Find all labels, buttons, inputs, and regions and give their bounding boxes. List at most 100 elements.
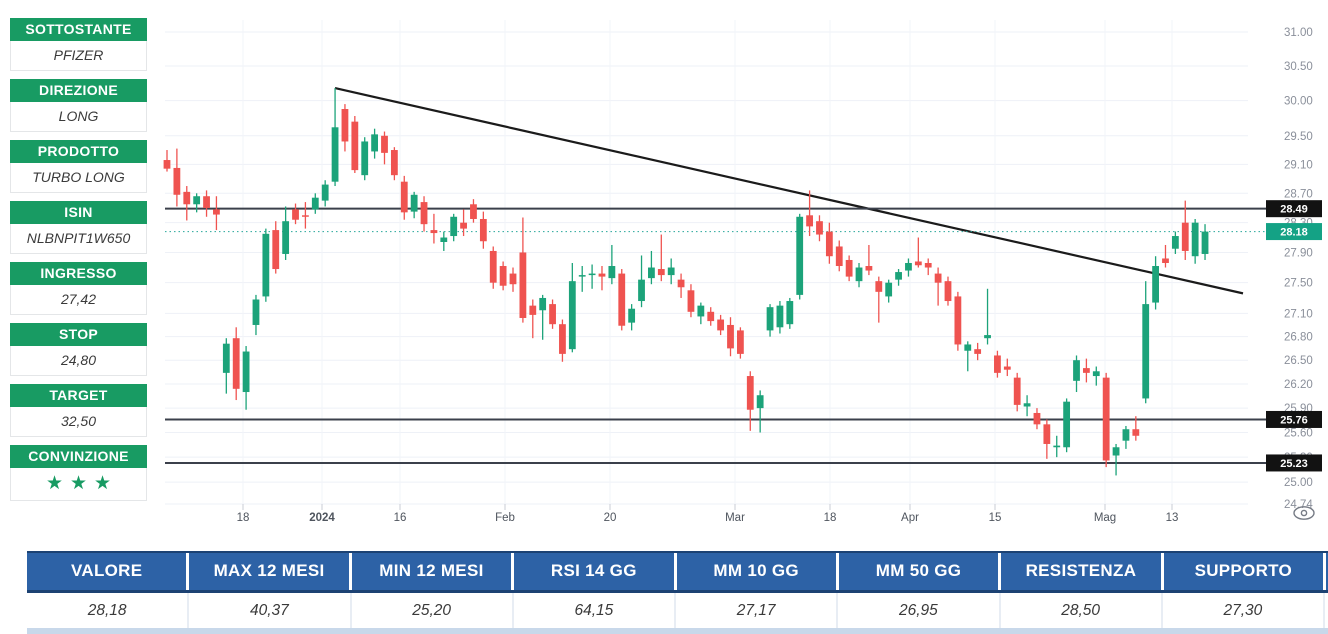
price-badge-label: 25.76 — [1280, 414, 1308, 426]
candle-body — [311, 197, 319, 210]
candle-body — [361, 141, 369, 176]
candle-body — [193, 196, 201, 205]
candle-body — [1152, 266, 1159, 303]
candle-body — [786, 301, 794, 325]
candle-body — [657, 269, 665, 276]
price-chart[interactable]: 31.0030.5030.0029.5029.1028.7028.3027.90… — [0, 0, 1328, 546]
price-badge-label: 28.49 — [1280, 204, 1308, 216]
info-value: NLBNPIT1W650 — [10, 224, 147, 254]
candle-body — [470, 204, 477, 219]
x-axis-label: 13 — [1166, 512, 1179, 524]
table-value-mm-50-gg: 26,95 — [836, 593, 999, 628]
candle-body — [321, 184, 329, 201]
candle-body — [1033, 412, 1041, 425]
candle-body — [845, 259, 853, 277]
candle-body — [806, 215, 813, 227]
x-axis-label: Mag — [1094, 512, 1116, 524]
candle-body — [1171, 236, 1179, 249]
candle-body — [885, 282, 893, 297]
candle-body — [697, 305, 705, 317]
candle-body — [479, 218, 487, 242]
eye-icon[interactable] — [1293, 506, 1315, 520]
candle-body — [934, 273, 942, 283]
candle-body — [588, 273, 596, 276]
candle-body — [499, 266, 507, 286]
y-axis-label: 28.70 — [1284, 188, 1313, 200]
table-header-max-12-mesi: MAX 12 MESI — [186, 553, 349, 590]
table-header-stub — [1323, 553, 1328, 590]
candle-body — [1122, 429, 1130, 441]
candle-body — [717, 319, 725, 331]
candle-body — [341, 109, 349, 142]
summary-table-value-row: 28,18 40,37 25,20 64,15 27,17 26,95 28,50 27,30 — [27, 593, 1328, 628]
conviction-stars: ★★★ — [10, 468, 147, 501]
candle-body — [410, 194, 418, 212]
info-group-prodotto: PRODOTTO TURBO LONG — [10, 140, 147, 193]
summary-table: VALORE MAX 12 MESI MIN 12 MESI RSI 14 GG MM … — [27, 551, 1328, 634]
candle-body — [222, 343, 230, 373]
candle-body — [984, 335, 991, 339]
table-header-supporto: SUPPORTO — [1160, 553, 1323, 590]
candle-body — [559, 324, 566, 354]
candle-body — [1053, 445, 1061, 448]
candle-body — [440, 237, 448, 242]
candle-body — [994, 355, 1001, 373]
table-header-rsi-14-gg: RSI 14 GG — [511, 553, 674, 590]
y-axis-label: 29.50 — [1284, 131, 1313, 143]
candle-body — [460, 222, 467, 229]
info-label: TARGET — [10, 384, 147, 407]
y-axis-label: 27.90 — [1284, 247, 1313, 259]
x-axis-label: Feb — [495, 512, 515, 524]
candle-body — [282, 221, 290, 254]
candle-body — [400, 181, 408, 213]
candle-body — [173, 167, 181, 195]
candle-body — [638, 279, 645, 302]
price-badge — [1266, 200, 1322, 218]
candle-body — [964, 344, 972, 351]
x-axis-label: Mar — [725, 512, 745, 524]
table-header-valore: VALORE — [27, 553, 187, 590]
candle-body — [1063, 401, 1071, 448]
candle-body — [1142, 304, 1150, 399]
x-axis-label: 18 — [237, 512, 250, 524]
x-axis-label: 16 — [394, 512, 407, 524]
y-axis-label: 29.10 — [1284, 159, 1313, 171]
candle-body — [1013, 377, 1021, 405]
candle-body — [381, 135, 388, 153]
price-badge-label: 28.18 — [1280, 227, 1308, 239]
candle-body — [509, 273, 517, 285]
candle-body — [727, 324, 734, 349]
info-label: STOP — [10, 323, 147, 346]
candle-body — [736, 330, 744, 354]
candle-body — [648, 267, 655, 279]
info-label: INGRESSO — [10, 262, 147, 285]
info-value: 24,80 — [10, 346, 147, 376]
candle-body — [756, 395, 764, 409]
table-value-max-12-mesi: 40,37 — [187, 593, 350, 628]
y-axis-label: 26.80 — [1284, 332, 1313, 344]
candle-body — [1162, 258, 1169, 263]
info-value: LONG — [10, 102, 147, 132]
price-badge — [1266, 454, 1322, 472]
y-axis-label: 26.50 — [1284, 355, 1313, 367]
candle-body — [914, 261, 922, 266]
candle-body — [865, 266, 873, 271]
candle-body — [855, 267, 863, 282]
table-value-min-12-mesi: 25,20 — [349, 593, 512, 628]
candle-body — [667, 267, 675, 276]
candle-body — [1082, 368, 1090, 373]
candle-body — [578, 275, 586, 277]
candle-body — [183, 191, 191, 205]
y-axis-label: 31.00 — [1284, 27, 1313, 39]
candle-body — [430, 230, 438, 234]
candle-body — [1201, 231, 1209, 254]
candle-body — [450, 216, 458, 237]
table-value-mm-10-gg: 27,17 — [674, 593, 837, 628]
info-group-target: TARGET 32,50 — [10, 384, 147, 437]
candle-body — [875, 281, 883, 292]
info-value: 27,42 — [10, 285, 147, 315]
info-label: ISIN — [10, 201, 147, 224]
trendline[interactable] — [334, 87, 1244, 295]
candle-body — [707, 311, 715, 322]
info-value: TURBO LONG — [10, 163, 147, 193]
